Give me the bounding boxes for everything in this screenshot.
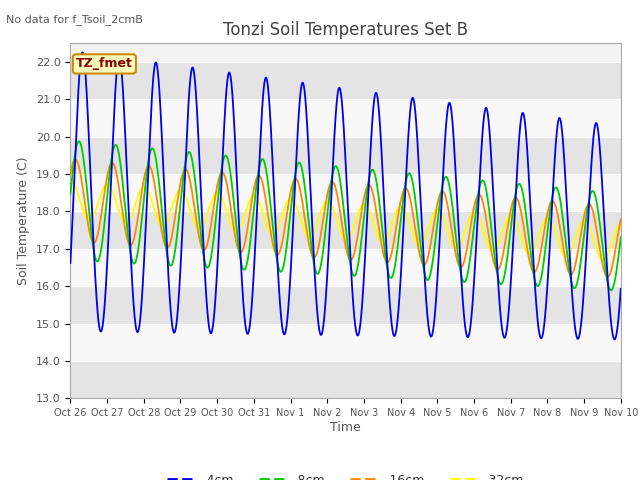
Bar	[70, 286, 621, 324]
Line: -8cm: -8cm	[70, 141, 621, 290]
-8cm	[601, 264, 609, 270]
-32cm	[320, 202, 328, 208]
Bar	[70, 249, 621, 286]
Line: -4cm: -4cm	[70, 52, 621, 339]
Title: Tonzi Soil Temperatures Set B: Tonzi Soil Temperatures Set B	[223, 21, 468, 39]
-8cm	[95, 257, 102, 263]
-16cm	[604, 274, 611, 280]
-4cm	[320, 320, 328, 325]
-16cm	[601, 271, 609, 276]
Text: No data for f_Tsoil_2cmB: No data for f_Tsoil_2cmB	[6, 14, 143, 25]
-4cm	[601, 234, 609, 240]
-16cm	[601, 270, 609, 276]
-16cm	[72, 156, 79, 162]
Line: -16cm: -16cm	[70, 159, 621, 277]
Bar	[70, 174, 621, 212]
-4cm	[617, 286, 625, 292]
Bar	[70, 62, 621, 99]
-8cm	[67, 192, 74, 197]
-8cm	[320, 243, 328, 249]
-8cm	[601, 262, 609, 268]
-4cm	[79, 49, 86, 55]
Legend: -4cm, -8cm, -16cm, -32cm: -4cm, -8cm, -16cm, -32cm	[162, 468, 529, 480]
-16cm	[500, 246, 508, 252]
-4cm	[601, 229, 609, 235]
-32cm	[599, 257, 607, 263]
-32cm	[602, 255, 609, 261]
-16cm	[617, 216, 625, 222]
-4cm	[611, 336, 618, 342]
Bar	[70, 137, 621, 174]
-32cm	[335, 222, 342, 228]
Line: -32cm: -32cm	[70, 181, 621, 260]
Bar	[70, 324, 621, 361]
Bar	[70, 361, 621, 398]
-32cm	[601, 255, 609, 261]
Bar	[70, 212, 621, 249]
-16cm	[67, 171, 74, 177]
Y-axis label: Soil Temperature (C): Soil Temperature (C)	[17, 156, 30, 285]
-32cm	[500, 224, 508, 230]
-8cm	[500, 275, 508, 280]
-32cm	[617, 221, 625, 227]
Bar	[70, 99, 621, 137]
-4cm	[335, 87, 342, 93]
-16cm	[320, 213, 328, 219]
-8cm	[617, 235, 625, 240]
-4cm	[500, 335, 508, 340]
-32cm	[67, 179, 74, 184]
-16cm	[95, 227, 102, 232]
-32cm	[95, 198, 102, 204]
-4cm	[67, 260, 74, 266]
-8cm	[75, 138, 83, 144]
Text: TZ_fmet: TZ_fmet	[76, 58, 132, 71]
-4cm	[95, 321, 102, 326]
-16cm	[335, 198, 342, 204]
-8cm	[335, 168, 342, 174]
-32cm	[67, 179, 74, 184]
X-axis label: Time: Time	[330, 421, 361, 434]
-8cm	[607, 288, 615, 293]
